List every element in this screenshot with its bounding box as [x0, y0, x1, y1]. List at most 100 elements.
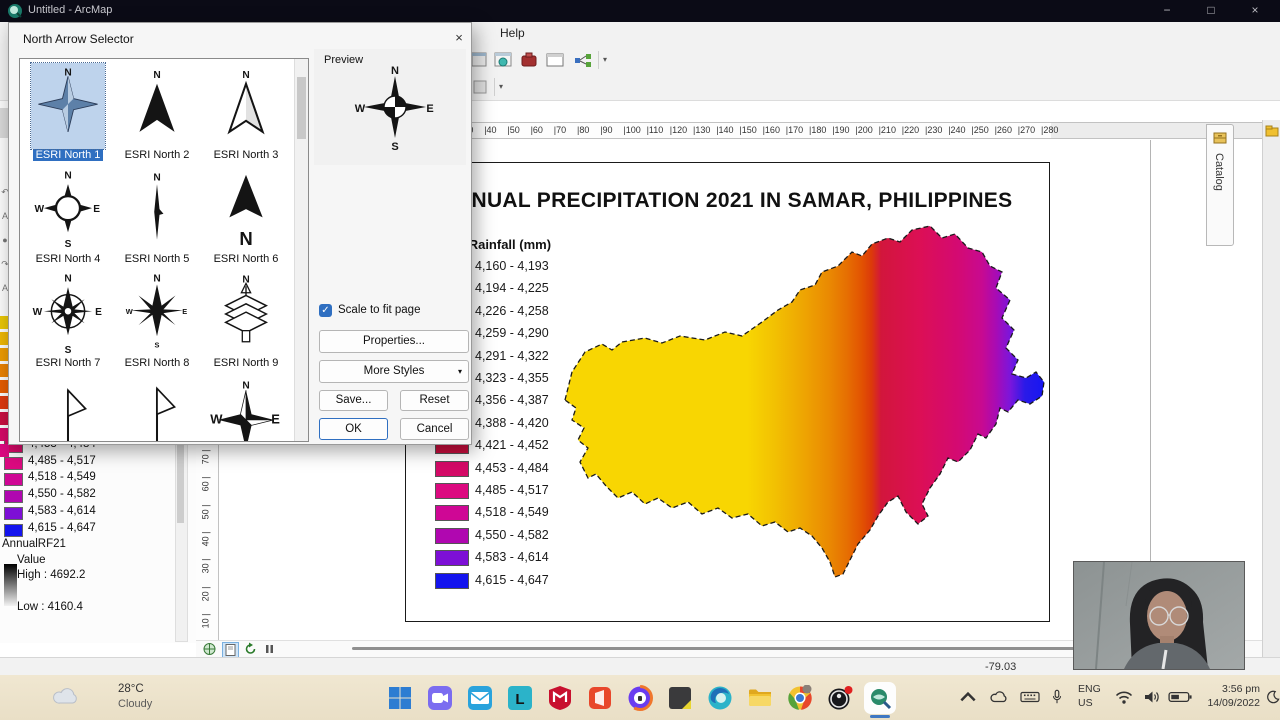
list-scrollbar[interactable]	[294, 59, 308, 441]
clock[interactable]: 3:56 pm 14/09/2022	[1190, 682, 1260, 710]
north-arrow-option[interactable]: N ESRI North 6	[202, 167, 290, 271]
edge-app-icon[interactable]	[707, 685, 733, 711]
language-indicator[interactable]: ENG US	[1078, 682, 1101, 710]
data-view-icon[interactable]	[202, 642, 217, 656]
toc-layer-name[interactable]: AnnualRF21	[2, 538, 66, 550]
table-of-contents-icon[interactable]	[493, 50, 513, 70]
north-arrow-option[interactable]: N W E	[202, 375, 290, 441]
close-button[interactable]: ×	[1251, 3, 1259, 17]
north-arrow-option[interactable]: N ESRI North 3	[202, 63, 290, 167]
battery-icon[interactable]	[1168, 689, 1192, 705]
legend-swatch	[435, 460, 469, 477]
svg-text:S: S	[391, 141, 398, 153]
toolbar-icon-row2[interactable]	[470, 77, 490, 97]
chat-app-icon[interactable]	[427, 685, 453, 711]
legend-range: 4,518 - 4,549	[475, 505, 549, 520]
browser-app-icon[interactable]	[627, 684, 653, 711]
mcafee-app-icon[interactable]	[547, 685, 573, 711]
north-arrow-glyph: N W E	[209, 375, 283, 441]
north-arrow-option[interactable]: N ESRI North 1	[24, 62, 112, 167]
toolbar-icon-partial[interactable]	[468, 50, 488, 70]
tray-chevron-up-icon[interactable]	[958, 689, 978, 705]
minimize-button[interactable]: −	[1163, 3, 1171, 17]
more-styles-button[interactable]: More Styles ▾	[319, 360, 469, 383]
dialog-title: North Arrow Selector	[23, 32, 134, 46]
north-arrow-glyph: N	[209, 167, 283, 253]
horizontal-scrollbar[interactable]	[352, 647, 1178, 650]
file-explorer-app-icon[interactable]	[747, 685, 773, 711]
webcam-overlay	[1073, 561, 1245, 670]
properties-button[interactable]: Properties...	[319, 330, 469, 353]
north-arrow-option[interactable]: N W E S ESRI North 8	[113, 271, 201, 375]
ruler-tick-label: 20 |	[200, 586, 211, 601]
dialog-close-icon[interactable]: ×	[455, 30, 463, 45]
touch-keyboard-icon[interactable]	[1020, 689, 1040, 705]
north-arrow-option[interactable]: N ESRI North 2	[113, 63, 201, 167]
microphone-icon[interactable]	[1050, 689, 1064, 705]
svg-text:N: N	[64, 67, 71, 78]
north-arrow-glyph: N W E S	[31, 167, 105, 253]
volume-icon[interactable]	[1142, 689, 1162, 705]
ruler-tick-label: |70	[553, 125, 567, 135]
toolbar-overflow-chevron-2[interactable]: ▾	[494, 78, 507, 96]
maximize-button[interactable]: □	[1207, 3, 1215, 17]
north-arrow-option[interactable]: N ESRI North 9	[202, 271, 290, 375]
window-tool-icon[interactable]	[545, 50, 565, 70]
toc-edge-swatch	[0, 428, 9, 441]
toolbar-overflow-chevron[interactable]: ▾	[598, 51, 611, 69]
ruler-tick-label: |150	[739, 125, 757, 135]
cancel-button[interactable]: Cancel	[400, 418, 469, 440]
mail-app-icon[interactable]	[467, 685, 493, 711]
wifi-icon[interactable]	[1114, 689, 1134, 705]
north-arrow-option[interactable]: N	[113, 375, 201, 441]
focus-assist-moon-icon[interactable]	[1266, 689, 1280, 705]
arctoolbox-icon[interactable]	[519, 50, 539, 70]
svg-text:W: W	[35, 204, 45, 215]
refresh-view-icon[interactable]	[243, 642, 258, 656]
svg-text:N: N	[153, 172, 160, 183]
start-app-icon[interactable]	[387, 685, 413, 711]
north-arrow-option[interactable]	[24, 375, 112, 441]
catalog-tab[interactable]: Catalog	[1206, 124, 1234, 246]
scale-to-fit-label: Scale to fit page	[338, 304, 421, 316]
office-app-icon[interactable]	[587, 685, 613, 711]
pause-drawing-icon[interactable]	[262, 642, 277, 656]
toc-edge-swatches	[0, 316, 9, 460]
sticky-notes-app-icon[interactable]	[667, 685, 693, 711]
menu-item-help[interactable]: Help	[500, 26, 525, 40]
toc-low-value: Low : 4160.4	[17, 601, 83, 613]
ruler-tick-label: |130	[693, 125, 711, 135]
svg-text:E: E	[93, 204, 100, 215]
language-top: ENG	[1078, 683, 1101, 695]
north-arrow-label: ESRI North 3	[213, 149, 279, 161]
north-arrow-option[interactable]: N W E S ESRI North 7	[24, 271, 112, 375]
samar-precipitation-map	[564, 225, 1045, 578]
ruler-tick-label: |260	[994, 125, 1012, 135]
arcmap-app-icon[interactable]	[867, 684, 893, 718]
north-arrow-label: ESRI North 7	[35, 357, 101, 369]
north-arrow-glyph: N W E S	[120, 271, 194, 357]
legend-range: 4,194 - 4,225	[475, 281, 549, 296]
north-arrow-label: ESRI North 4	[35, 253, 101, 265]
modelbuilder-icon[interactable]	[573, 50, 593, 70]
island-polygon	[564, 225, 1045, 578]
legend-range: 4,421 - 4,452	[475, 438, 549, 453]
north-arrow-option[interactable]: N W E S ESRI North 4	[24, 167, 112, 271]
chrome-app-icon[interactable]	[787, 684, 813, 711]
obs-app-icon[interactable]	[827, 685, 853, 711]
save-button[interactable]: Save...	[319, 390, 388, 411]
svg-text:N: N	[153, 70, 160, 81]
north-arrow-glyph: N	[120, 63, 194, 149]
ruler-tick-label: |100	[623, 125, 641, 135]
layout-view-icon[interactable]	[222, 642, 239, 658]
linkedin-app-icon[interactable]: L	[507, 685, 533, 711]
toc-scrollbar[interactable]	[175, 430, 188, 642]
ok-button[interactable]: OK	[319, 418, 388, 440]
legend-swatch	[435, 550, 469, 567]
ruler-tick-label: |230	[925, 125, 943, 135]
onedrive-cloud-icon[interactable]	[990, 689, 1010, 705]
reset-button[interactable]: Reset	[400, 390, 469, 411]
north-arrow-option[interactable]: N ESRI North 5	[113, 167, 201, 271]
add-data-icon[interactable]	[1265, 124, 1279, 138]
